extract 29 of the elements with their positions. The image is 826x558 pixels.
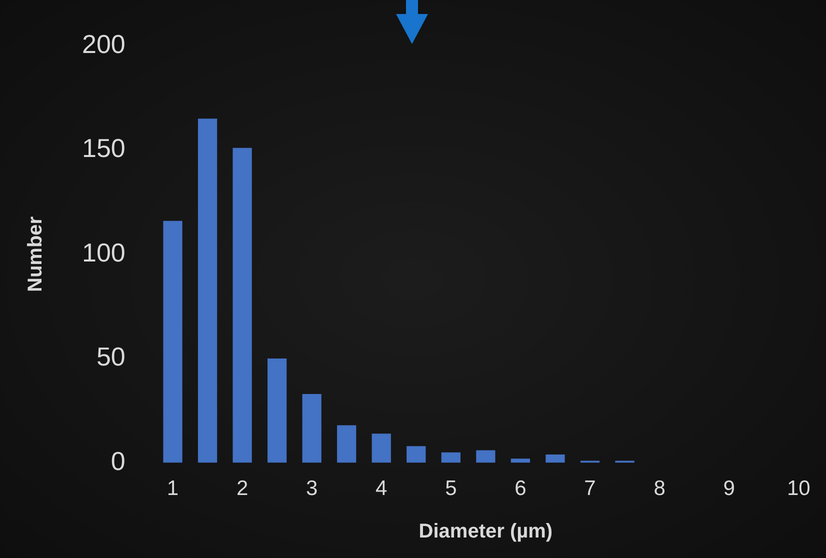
bar: [232, 148, 252, 463]
x-tick-label: 4: [376, 477, 388, 500]
y-tick-label: 0: [110, 446, 126, 476]
x-axis-title: Diameter (µm): [418, 520, 553, 543]
y-tick-label: 200: [82, 28, 126, 59]
bar: [302, 394, 322, 463]
y-axis-title: Number: [24, 216, 47, 292]
x-tick-label: 1: [166, 477, 179, 500]
x-tick-label: 3: [306, 477, 318, 500]
bar: [163, 220, 182, 463]
bar: [268, 358, 287, 463]
y-tick-label: 100: [82, 237, 126, 268]
x-tick-label: 10: [786, 477, 810, 500]
bar: [476, 450, 496, 463]
x-tick-label: 2: [236, 477, 248, 500]
bar: [406, 446, 426, 463]
x-tick-label: 7: [584, 477, 596, 500]
y-tick-label: 150: [82, 133, 126, 164]
x-tick-label: 8: [654, 477, 666, 500]
bar: [372, 434, 391, 463]
bar: [510, 458, 530, 463]
x-tick-label: 5: [445, 477, 457, 500]
bar: [337, 425, 356, 463]
y-tick-label: 50: [96, 342, 126, 372]
bar: [441, 452, 460, 463]
bar: [546, 454, 565, 463]
x-tick-label: 6: [514, 477, 526, 500]
x-tick-label: 9: [723, 477, 735, 500]
bar: [198, 118, 218, 463]
